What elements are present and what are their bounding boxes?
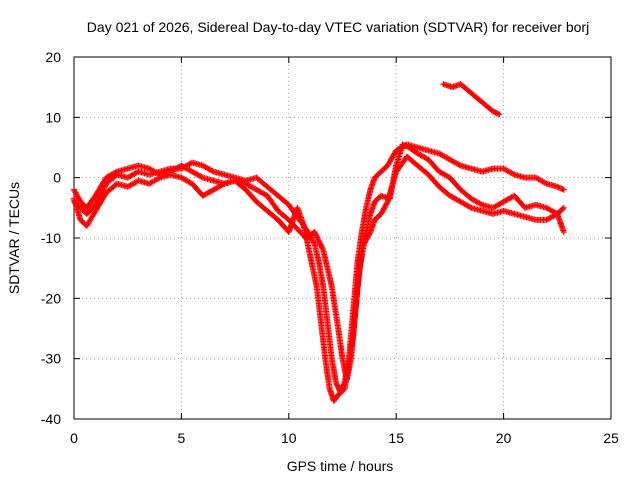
- data-point: [317, 241, 324, 248]
- data-point: [495, 110, 502, 117]
- x-tick-label: 15: [388, 430, 404, 446]
- ticks-layer: [73, 56, 612, 420]
- x-tick-label: 25: [603, 430, 619, 446]
- data-point: [312, 231, 319, 238]
- data-point: [560, 228, 567, 235]
- y-tick-label: -10: [41, 230, 61, 246]
- data-point: [314, 235, 321, 242]
- y-tick-label: -20: [41, 290, 61, 306]
- data-point: [318, 242, 325, 249]
- data-point: [559, 205, 566, 212]
- y-tick-label: -40: [41, 411, 61, 427]
- data-point: [560, 186, 567, 193]
- data-point: [467, 204, 474, 211]
- data-point: [313, 233, 320, 240]
- data-point: [509, 170, 516, 177]
- data-point: [209, 167, 216, 174]
- data-point: [310, 239, 317, 246]
- x-tick-label: 20: [496, 430, 512, 446]
- series-track-c: [71, 153, 567, 383]
- x-tick-label: 5: [178, 430, 186, 446]
- chart-title: Day 021 of 2026, Sidereal Day-to-day VTE…: [87, 19, 589, 35]
- data-point: [311, 228, 318, 235]
- data-point: [316, 238, 323, 245]
- data-point: [314, 234, 321, 241]
- y-tick-label: 0: [53, 170, 61, 186]
- data-point: [366, 230, 373, 237]
- data-point: [477, 201, 484, 208]
- data-point: [559, 186, 566, 193]
- data-point: [496, 111, 503, 118]
- data-point: [198, 173, 205, 180]
- y-axis-label: SDTVAR / TECUs: [6, 182, 22, 294]
- y-tick-label: -30: [41, 351, 61, 367]
- x-tick-label: 10: [281, 430, 297, 446]
- x-axis-label: GPS time / hours: [287, 458, 394, 474]
- data-point: [318, 244, 325, 251]
- x-tick-labels: 0 5 10 15 20 25: [70, 430, 619, 446]
- data-point: [112, 169, 119, 176]
- data-point: [312, 230, 319, 237]
- y-tick-label: 20: [45, 49, 61, 65]
- data-point: [542, 179, 549, 186]
- data-point: [383, 200, 390, 207]
- y-tick-label: 10: [45, 109, 61, 125]
- data-marks: [71, 81, 567, 404]
- data-point: [319, 245, 326, 252]
- series-track-d: [440, 81, 503, 118]
- series-track-b: [71, 141, 567, 404]
- x-tick-label: 0: [70, 430, 78, 446]
- data-point: [316, 240, 323, 247]
- y-tick-labels: -40 -30 -20 -10 0 10 20: [41, 49, 61, 427]
- data-point: [315, 237, 322, 244]
- data-point: [456, 161, 463, 168]
- data-point: [560, 204, 567, 211]
